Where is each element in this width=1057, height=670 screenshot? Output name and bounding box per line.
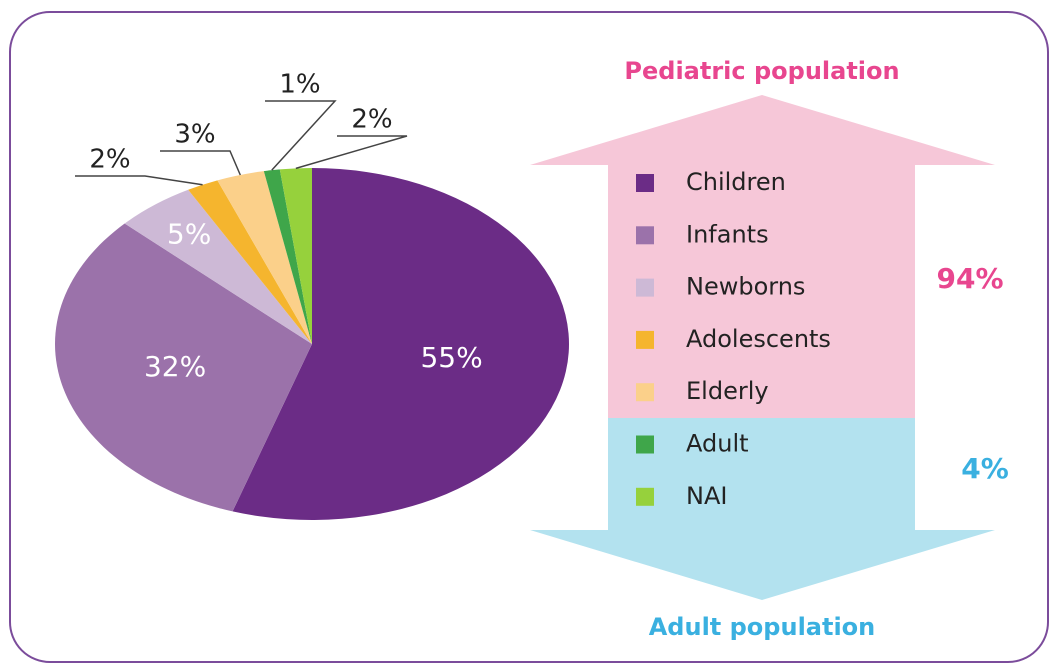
adult-label: Adult population <box>649 613 876 641</box>
legend-label: Adult <box>686 430 749 458</box>
legend-label: NAI <box>686 482 727 510</box>
leader-line <box>160 150 241 176</box>
pie-slice <box>124 189 312 344</box>
pie-slice <box>54 223 312 512</box>
slice-label: 55% <box>420 341 482 374</box>
pie-slice <box>279 168 312 344</box>
pie-slice <box>263 169 312 344</box>
adult-arrow <box>530 418 995 600</box>
slice-label: 32% <box>144 350 206 383</box>
slice-label: 1% <box>279 70 320 100</box>
pediatric-share: 94% <box>936 262 1003 295</box>
legend-label: Adolescents <box>686 325 831 353</box>
legend-swatch <box>636 487 654 506</box>
pediatric-arrow <box>530 95 995 418</box>
slice-label: 3% <box>174 120 215 150</box>
legend-label: Newborns <box>686 273 805 301</box>
legend-swatch <box>636 435 654 454</box>
slice-label: 2% <box>351 105 392 135</box>
legend-label: Infants <box>686 220 769 248</box>
pediatric-label: Pediatric population <box>624 57 899 85</box>
leader-line <box>75 175 203 186</box>
pie-slice <box>217 171 312 344</box>
slice-label: 2% <box>89 145 130 175</box>
leader-line <box>295 135 408 170</box>
adult-share: 4% <box>961 452 1009 485</box>
pie-slice <box>232 168 569 520</box>
leader-line <box>265 100 337 171</box>
frame <box>9 11 1049 663</box>
legend-swatch <box>636 330 654 349</box>
legend-label: Elderly <box>686 377 769 405</box>
legend-label: Children <box>686 168 786 196</box>
legend-swatch <box>636 226 654 245</box>
legend-swatch <box>636 278 654 297</box>
legend-swatch <box>636 383 654 402</box>
legend-swatch <box>636 174 654 192</box>
pie-slice <box>188 180 312 344</box>
slice-label: 5% <box>167 218 211 251</box>
